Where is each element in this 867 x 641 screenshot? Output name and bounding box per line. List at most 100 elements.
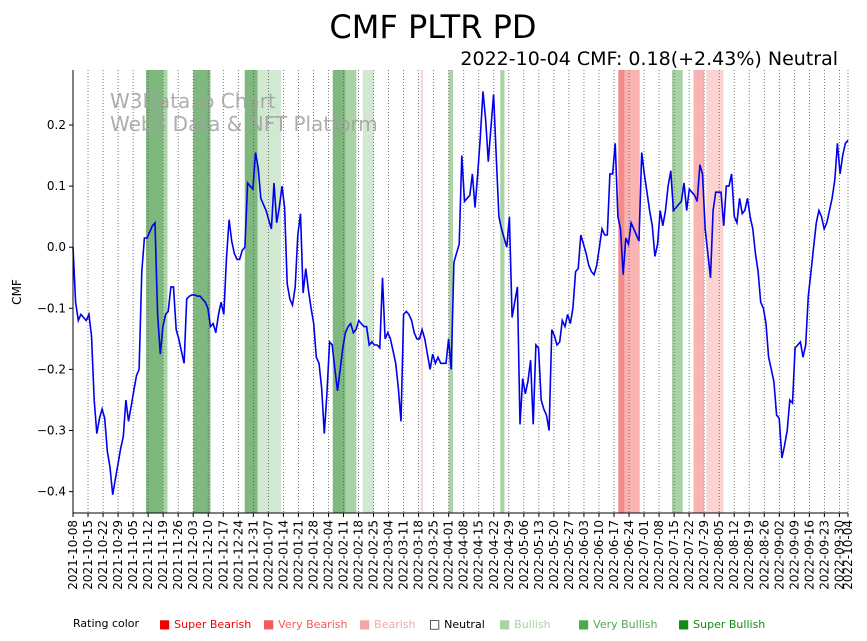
x-tick-label: 2022-02-04 <box>321 520 335 590</box>
legend-title: Rating color <box>73 617 140 630</box>
x-tick-label: 2021-12-31 <box>246 520 260 590</box>
legend-swatch-icon: ■ <box>678 617 694 631</box>
x-tick-label: 2021-10-29 <box>111 520 125 590</box>
x-tick-label: 2021-10-22 <box>96 520 110 590</box>
chart-title: CMF PLTR PD <box>329 8 536 46</box>
y-axis-label: CMF <box>10 279 24 305</box>
rating-band-bullish-light <box>362 70 374 513</box>
x-ticks: 2021-10-08 2021-10-15 2021-10-22 2021-10-29… <box>66 513 855 590</box>
x-tick-label: 2022-03-18 <box>412 520 426 590</box>
watermark: W3Data.io Chart Web3 Data & NFT Platform <box>110 89 378 136</box>
rating-band-bullish <box>500 70 505 513</box>
legend-swatch-icon: ■ <box>499 617 515 631</box>
x-tick-label: 2022-06-03 <box>577 520 591 590</box>
x-tick-label: 2022-06-17 <box>607 520 621 590</box>
vertical-grid <box>72 70 849 513</box>
x-tick-label: 2022-02-18 <box>352 520 366 590</box>
rating-band-bullish <box>163 70 168 513</box>
legend-item: ■ Very Bullish <box>578 617 658 631</box>
x-tick-label: 2022-01-28 <box>306 520 320 590</box>
x-tick-label: 2021-12-03 <box>186 520 200 590</box>
x-tick-label: 2022-05-06 <box>517 520 531 590</box>
legend-swatch-icon: ■ <box>578 617 594 631</box>
x-tick-label: 2022-08-26 <box>757 520 771 590</box>
x-tick-label: 2022-08-05 <box>712 520 726 590</box>
y-tick-label: −0.2 <box>37 362 66 376</box>
legend-item: ■ Super Bullish <box>678 617 765 631</box>
x-tick-label: 2022-01-14 <box>276 520 290 590</box>
x-tick-label: 2022-07-15 <box>667 520 681 590</box>
legend-item: ■ Bearish <box>359 617 416 631</box>
x-tick-label: 2021-12-10 <box>201 520 215 590</box>
legend-swatch-icon: □ <box>429 617 445 631</box>
x-tick-label: 2021-12-24 <box>231 520 245 590</box>
x-tick-label: 2022-04-08 <box>457 520 471 590</box>
x-tick-label: 2022-04-22 <box>487 520 501 590</box>
x-tick-label: 2022-03-25 <box>427 520 441 590</box>
x-tick-label: 2021-11-19 <box>156 520 170 590</box>
rating-band-bearish <box>624 70 640 513</box>
y-tick-label: −0.1 <box>37 301 66 315</box>
x-tick-label: 2021-11-05 <box>126 520 140 590</box>
rating-band-very-bullish <box>145 70 164 513</box>
x-tick-label: 2022-06-24 <box>622 520 636 590</box>
y-tick-label: 0.2 <box>47 118 66 132</box>
rating-band-very-bullish <box>244 70 258 513</box>
y-tick-label: 0.0 <box>47 240 66 254</box>
legend-item: ■ Bullish <box>499 617 551 631</box>
cmf-series <box>72 91 849 495</box>
y-tick-label: −0.4 <box>37 485 66 499</box>
x-tick-label: 2022-01-07 <box>261 520 275 590</box>
rating-bands <box>145 70 724 513</box>
rating-band-very-bullish <box>332 70 346 513</box>
legend-label: Bearish <box>374 618 416 631</box>
legend-label: Super Bullish <box>693 618 766 631</box>
x-tick-label: 2022-03-04 <box>382 520 396 590</box>
x-tick-label: 2022-04-15 <box>472 520 486 590</box>
x-tick-label: 2022-01-21 <box>291 520 305 590</box>
x-tick-label: 2022-05-20 <box>547 520 561 590</box>
watermark-line-2: Web3 Data & NFT Platform <box>110 112 378 136</box>
x-tick-label: 2022-09-09 <box>787 520 801 590</box>
x-tick-label: 2022-02-25 <box>367 520 381 590</box>
x-tick-label: 2022-09-30 <box>832 520 846 590</box>
watermark-line-1: W3Data.io Chart <box>110 89 276 113</box>
x-tick-label: 2022-02-11 <box>336 520 350 590</box>
x-tick-label: 2022-08-12 <box>727 520 741 590</box>
rating-band-bearish-light <box>706 70 724 513</box>
rating-band-bearish <box>693 70 705 513</box>
x-tick-label: 2022-03-11 <box>397 520 411 590</box>
x-tick-label: 2022-04-29 <box>502 520 516 590</box>
rating-band-very-bullish <box>193 70 211 513</box>
x-tick-label: 2022-09-16 <box>802 520 816 590</box>
axes <box>72 70 848 514</box>
rating-band-bullish-light <box>257 70 282 513</box>
legend-swatch-icon: ■ <box>359 617 375 631</box>
y-tick-label: −0.3 <box>37 424 66 438</box>
x-tick-label: 2022-05-27 <box>562 520 576 590</box>
legend-item: □ Neutral <box>429 617 485 631</box>
legend-item: ■ Very Bearish <box>263 617 347 631</box>
rating-band-bullish <box>671 70 683 513</box>
x-tick-label: 2022-07-08 <box>652 520 666 590</box>
rating-band-bearish-light <box>420 70 423 513</box>
x-tick-label: 2022-07-29 <box>697 520 711 590</box>
legend-label: Super Bearish <box>174 618 252 631</box>
x-tick-label: 2022-09-02 <box>772 520 786 590</box>
rating-band-bullish <box>345 70 357 513</box>
legend-swatch-icon: ■ <box>263 617 279 631</box>
x-tick-label: 2021-11-26 <box>171 520 185 590</box>
cmf-line <box>72 91 849 495</box>
legend-label: Very Bullish <box>593 618 658 631</box>
legend-label: Bullish <box>514 618 551 631</box>
x-tick-label: 2022-04-01 <box>442 520 456 590</box>
x-tick-label: 2022-07-22 <box>682 520 696 590</box>
x-tick-label: 2022-09-23 <box>817 520 831 590</box>
legend-swatch-icon: ■ <box>159 617 175 631</box>
x-tick-label: 2022-07-01 <box>637 520 651 590</box>
x-tick-label: 2022-05-13 <box>532 520 546 590</box>
x-tick-label: 2022-06-10 <box>592 520 606 590</box>
y-tick-label: 0.1 <box>47 179 66 193</box>
y-ticks: 0.2 0.1 0.0 −0.1 −0.2 −0.3 −0.4 <box>37 118 73 499</box>
